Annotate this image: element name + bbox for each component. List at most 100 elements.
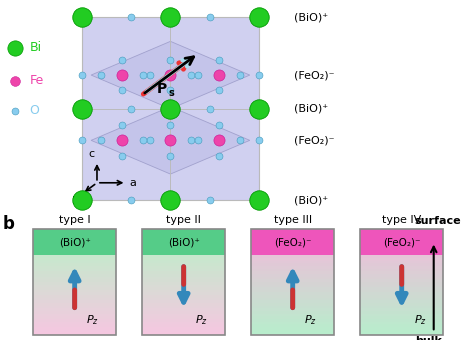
Bar (360, 236, 443, 239)
Bar (33, 332, 116, 335)
Text: (FeO₂)⁻: (FeO₂)⁻ (383, 237, 420, 247)
Bar (33, 242, 116, 245)
Bar (251, 252, 334, 255)
Bar (142, 276, 225, 279)
Bar (360, 300, 443, 303)
Text: $P_z$: $P_z$ (304, 313, 318, 327)
Bar (251, 313, 334, 316)
Bar (251, 229, 334, 255)
Bar (33, 292, 116, 295)
Bar (360, 324, 443, 327)
Bar (360, 332, 443, 335)
Bar (33, 316, 116, 319)
Bar (142, 263, 225, 266)
Bar (360, 229, 443, 335)
Bar (142, 287, 225, 290)
Text: (FeO₂)⁻: (FeO₂)⁻ (294, 70, 334, 80)
Text: type III: type III (273, 215, 312, 225)
Bar (33, 279, 116, 282)
Bar (251, 276, 334, 279)
Bar (142, 295, 225, 298)
Bar (251, 242, 334, 245)
Bar (360, 255, 443, 258)
Bar (251, 289, 334, 292)
Bar (142, 289, 225, 292)
Bar (251, 255, 334, 258)
Text: $\bf{P}$: $\bf{P}$ (156, 82, 167, 96)
Bar (33, 305, 116, 308)
Text: b: b (73, 196, 79, 206)
Bar (33, 308, 116, 311)
Text: Bi: Bi (29, 41, 42, 54)
Bar (360, 308, 443, 311)
Text: $P_z$: $P_z$ (86, 313, 100, 327)
Bar (33, 252, 116, 255)
Bar (251, 329, 334, 332)
Bar (33, 228, 116, 232)
Bar (251, 271, 334, 274)
Bar (142, 228, 225, 232)
Bar (33, 284, 116, 287)
Bar (360, 271, 443, 274)
Bar (251, 303, 334, 306)
Text: (BiO)⁺: (BiO)⁺ (294, 195, 328, 205)
Bar (33, 234, 116, 237)
Bar (33, 282, 116, 285)
Bar (251, 229, 334, 335)
Bar (33, 266, 116, 269)
Text: b: b (2, 215, 14, 233)
Bar (360, 228, 443, 232)
Bar (33, 300, 116, 303)
Bar (142, 258, 225, 261)
Bar (142, 329, 225, 332)
Bar (251, 332, 334, 335)
Bar (360, 316, 443, 319)
Bar (142, 234, 225, 237)
Bar (142, 284, 225, 287)
Text: O: O (29, 104, 39, 118)
Bar (251, 279, 334, 282)
Bar (142, 332, 225, 335)
Bar (251, 250, 334, 253)
Bar (142, 313, 225, 316)
Polygon shape (91, 41, 250, 109)
Bar (33, 321, 116, 324)
Text: $P_z$: $P_z$ (195, 313, 209, 327)
Bar (251, 234, 334, 237)
Bar (33, 229, 116, 255)
Bar (360, 242, 443, 245)
Bar (142, 311, 225, 313)
Bar (251, 231, 334, 234)
Bar (251, 228, 334, 232)
Bar (33, 247, 116, 250)
Bar (251, 292, 334, 295)
Bar (142, 279, 225, 282)
Bar (142, 250, 225, 253)
Text: a: a (129, 178, 136, 188)
Bar (251, 300, 334, 303)
Bar (360, 266, 443, 269)
Bar (251, 319, 334, 322)
Bar (33, 319, 116, 322)
Bar (251, 263, 334, 266)
Bar (360, 231, 443, 234)
Bar (360, 279, 443, 282)
Bar (251, 268, 334, 271)
Bar (360, 244, 443, 248)
Bar (360, 326, 443, 329)
Bar (251, 311, 334, 313)
Bar (251, 295, 334, 298)
Bar (142, 229, 225, 335)
Bar (251, 287, 334, 290)
Bar (360, 247, 443, 250)
Bar (33, 326, 116, 329)
Bar (33, 255, 116, 258)
Bar (251, 239, 334, 242)
Bar (33, 273, 116, 276)
Bar (251, 258, 334, 261)
Bar (360, 234, 443, 237)
Bar (33, 276, 116, 279)
Bar (33, 229, 116, 335)
Text: Fe: Fe (29, 74, 44, 87)
Bar (142, 268, 225, 271)
